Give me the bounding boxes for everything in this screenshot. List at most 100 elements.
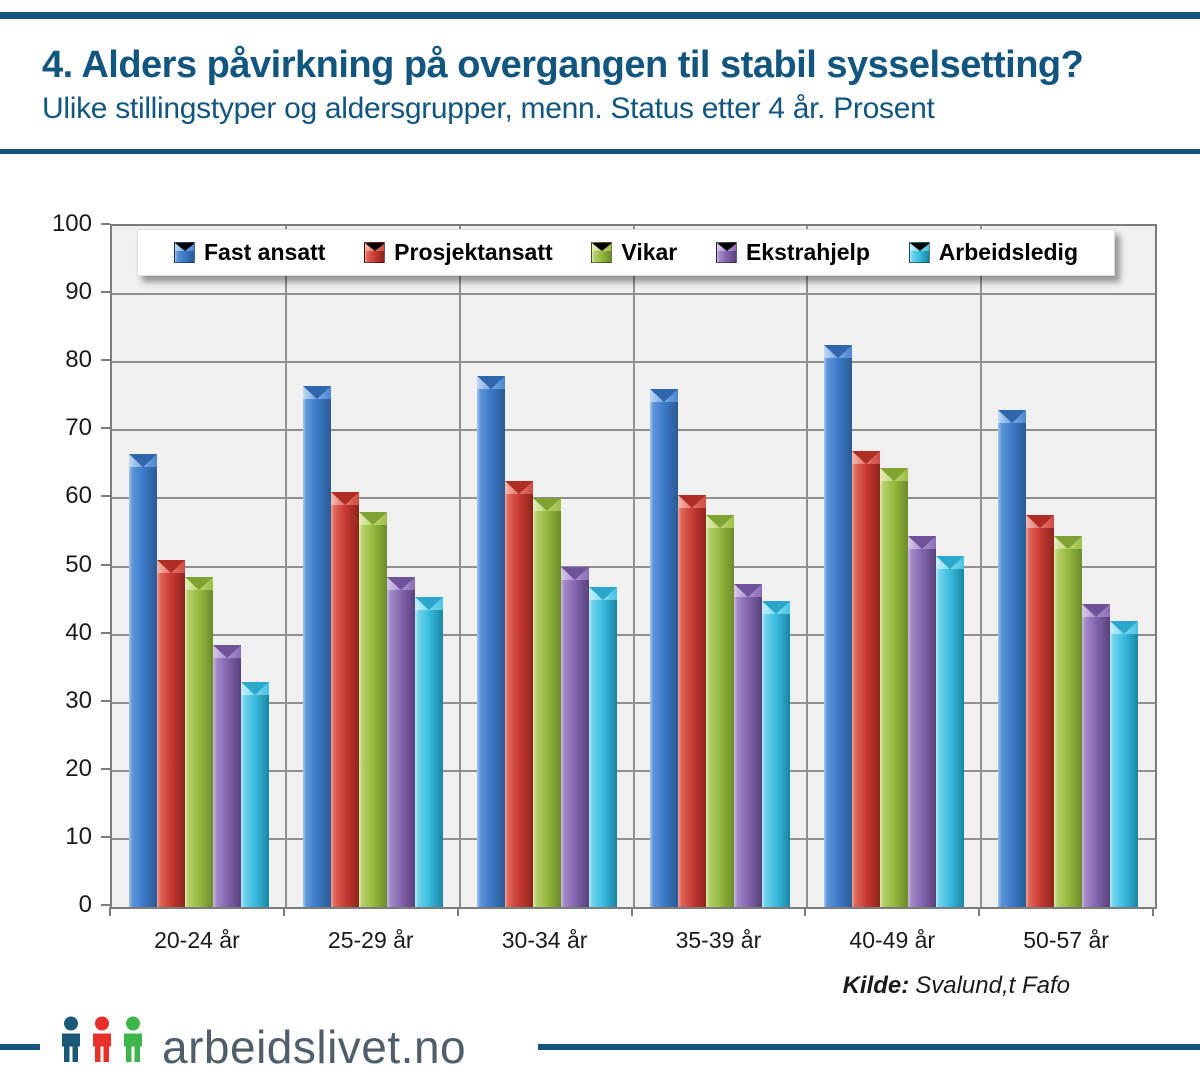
bar-prosjektansatt-1 [156,559,185,907]
bar-ekstrahjelp-5 [908,535,937,907]
legend-item-arbeidsledig: Arbeidsledig [908,239,1078,266]
bar-notch [212,644,241,658]
bar-notch [414,597,443,611]
y-axis-tick [101,904,110,906]
person-icon-blue [62,1016,80,1062]
page-title: 4. Alders påvirkning på overgangen til s… [42,44,1084,86]
bar-notch [560,566,589,580]
bar-fast-ansatt-1 [128,454,157,907]
bar-fast-ansatt-6 [998,409,1027,907]
bar-notch [156,559,185,573]
bar-notch [128,454,157,468]
bar-arbeidsledig-6 [1110,620,1139,907]
bar-notch [504,481,533,495]
y-axis-tick [101,495,110,498]
bar-ekstrahjelp-2 [386,576,415,907]
y-axis-tick [101,699,110,702]
legend-marker-notch [365,243,385,251]
legend-label: Fast ansatt [204,239,326,265]
bar-notch [240,682,269,696]
legend: Fast ansatt Prosjektansatt Vikar Ekstrahjel… [137,229,1115,276]
bar-arbeidsledig-4 [762,600,791,907]
y-axis-label: 40 [65,618,92,646]
y-axis-tick [101,563,110,566]
person-icon-green [124,1016,142,1062]
source-note: Kilde: Svalund,t Fafo [843,972,1070,1000]
legend-marker [908,242,930,263]
x-axis-tick [978,907,981,916]
bar-prosjektansatt-4 [678,495,707,907]
y-axis-label: 0 [78,891,92,918]
gridline-v [458,226,461,907]
top-rule [0,12,1200,19]
bar-vikar-1 [184,576,213,907]
legend-label: Prosjektansatt [394,239,553,265]
x-axis-tick [109,907,111,916]
bar-arbeidsledig-3 [588,586,617,907]
plot-area [110,224,1157,909]
bar-notch [852,450,881,464]
person-icon-red [93,1016,111,1062]
logo-text: arbeidslivet.no [162,1021,467,1073]
bar-notch [650,389,679,403]
legend-label: Vikar [621,239,678,265]
bar-fast-ansatt-4 [650,389,679,907]
y-axis-label: 50 [65,550,92,578]
x-axis-tick [282,907,285,916]
bar-notch [908,535,937,549]
legend-item-prosjektansatt: Prosjektansatt [364,239,553,266]
bar-ekstrahjelp-4 [734,583,763,907]
bar-prosjektansatt-5 [852,450,881,907]
y-axis-label: 30 [65,686,92,714]
legend-marker-notch [909,243,929,251]
x-axis-label: 20-24 år [154,927,240,953]
bar-notch [762,600,791,614]
legend-marker [715,242,737,263]
x-axis-tick [630,907,633,916]
bar-ekstrahjelp-1 [212,644,241,907]
y-axis-label: 90 [65,278,92,306]
x-axis-tick [804,907,807,916]
legend-marker [174,242,195,263]
bar-prosjektansatt-6 [1026,515,1055,907]
x-axis-tick [1152,907,1154,916]
bar-notch [1026,515,1055,529]
y-axis-tick [101,223,110,225]
source-text: Svalund,t Fafo [915,972,1070,999]
y-axis-label: 100 [51,210,92,237]
y-axis-label: 60 [65,482,92,510]
x-axis-label: 50-57 år [1023,927,1109,953]
legend-item-ekstrahjelp: Ekstrahjelp [715,239,870,266]
y-axis-label: 20 [65,754,92,782]
legend-marker [364,242,386,263]
bar-vikar-5 [880,467,909,907]
footer-logo [58,1016,146,1064]
y-axis-tick [101,359,110,362]
bar-arbeidsledig-5 [936,556,965,907]
y-axis-tick [101,835,110,838]
bar-notch [880,467,909,481]
bar-notch [302,386,331,400]
gridline-v [980,226,983,907]
x-axis-label: 35-39 år [675,927,762,953]
x-axis-label: 40-49 år [849,927,936,953]
bar-notch [1082,603,1111,617]
bar-notch [386,576,415,590]
bar-vikar-6 [1054,535,1083,907]
legend-item-vikar: Vikar [591,239,677,266]
legend-marker-notch [716,243,736,251]
bar-vikar-3 [532,498,561,907]
legend-label: Ekstrahjelp [745,239,870,265]
bar-fast-ansatt-5 [824,345,853,907]
bar-notch [824,345,853,359]
legend-marker-notch [592,243,612,251]
bar-notch [1054,535,1083,549]
bar-notch [678,495,707,508]
bar-notch [998,409,1027,423]
bar-notch [1110,620,1139,634]
legend-marker-notch [175,243,194,251]
page-subtitle: Ulike stillingstyper og aldersgrupper, m… [42,92,935,125]
bar-prosjektansatt-3 [504,481,533,907]
x-axis-label: 30-34 år [501,927,588,953]
y-axis-tick [101,767,110,770]
